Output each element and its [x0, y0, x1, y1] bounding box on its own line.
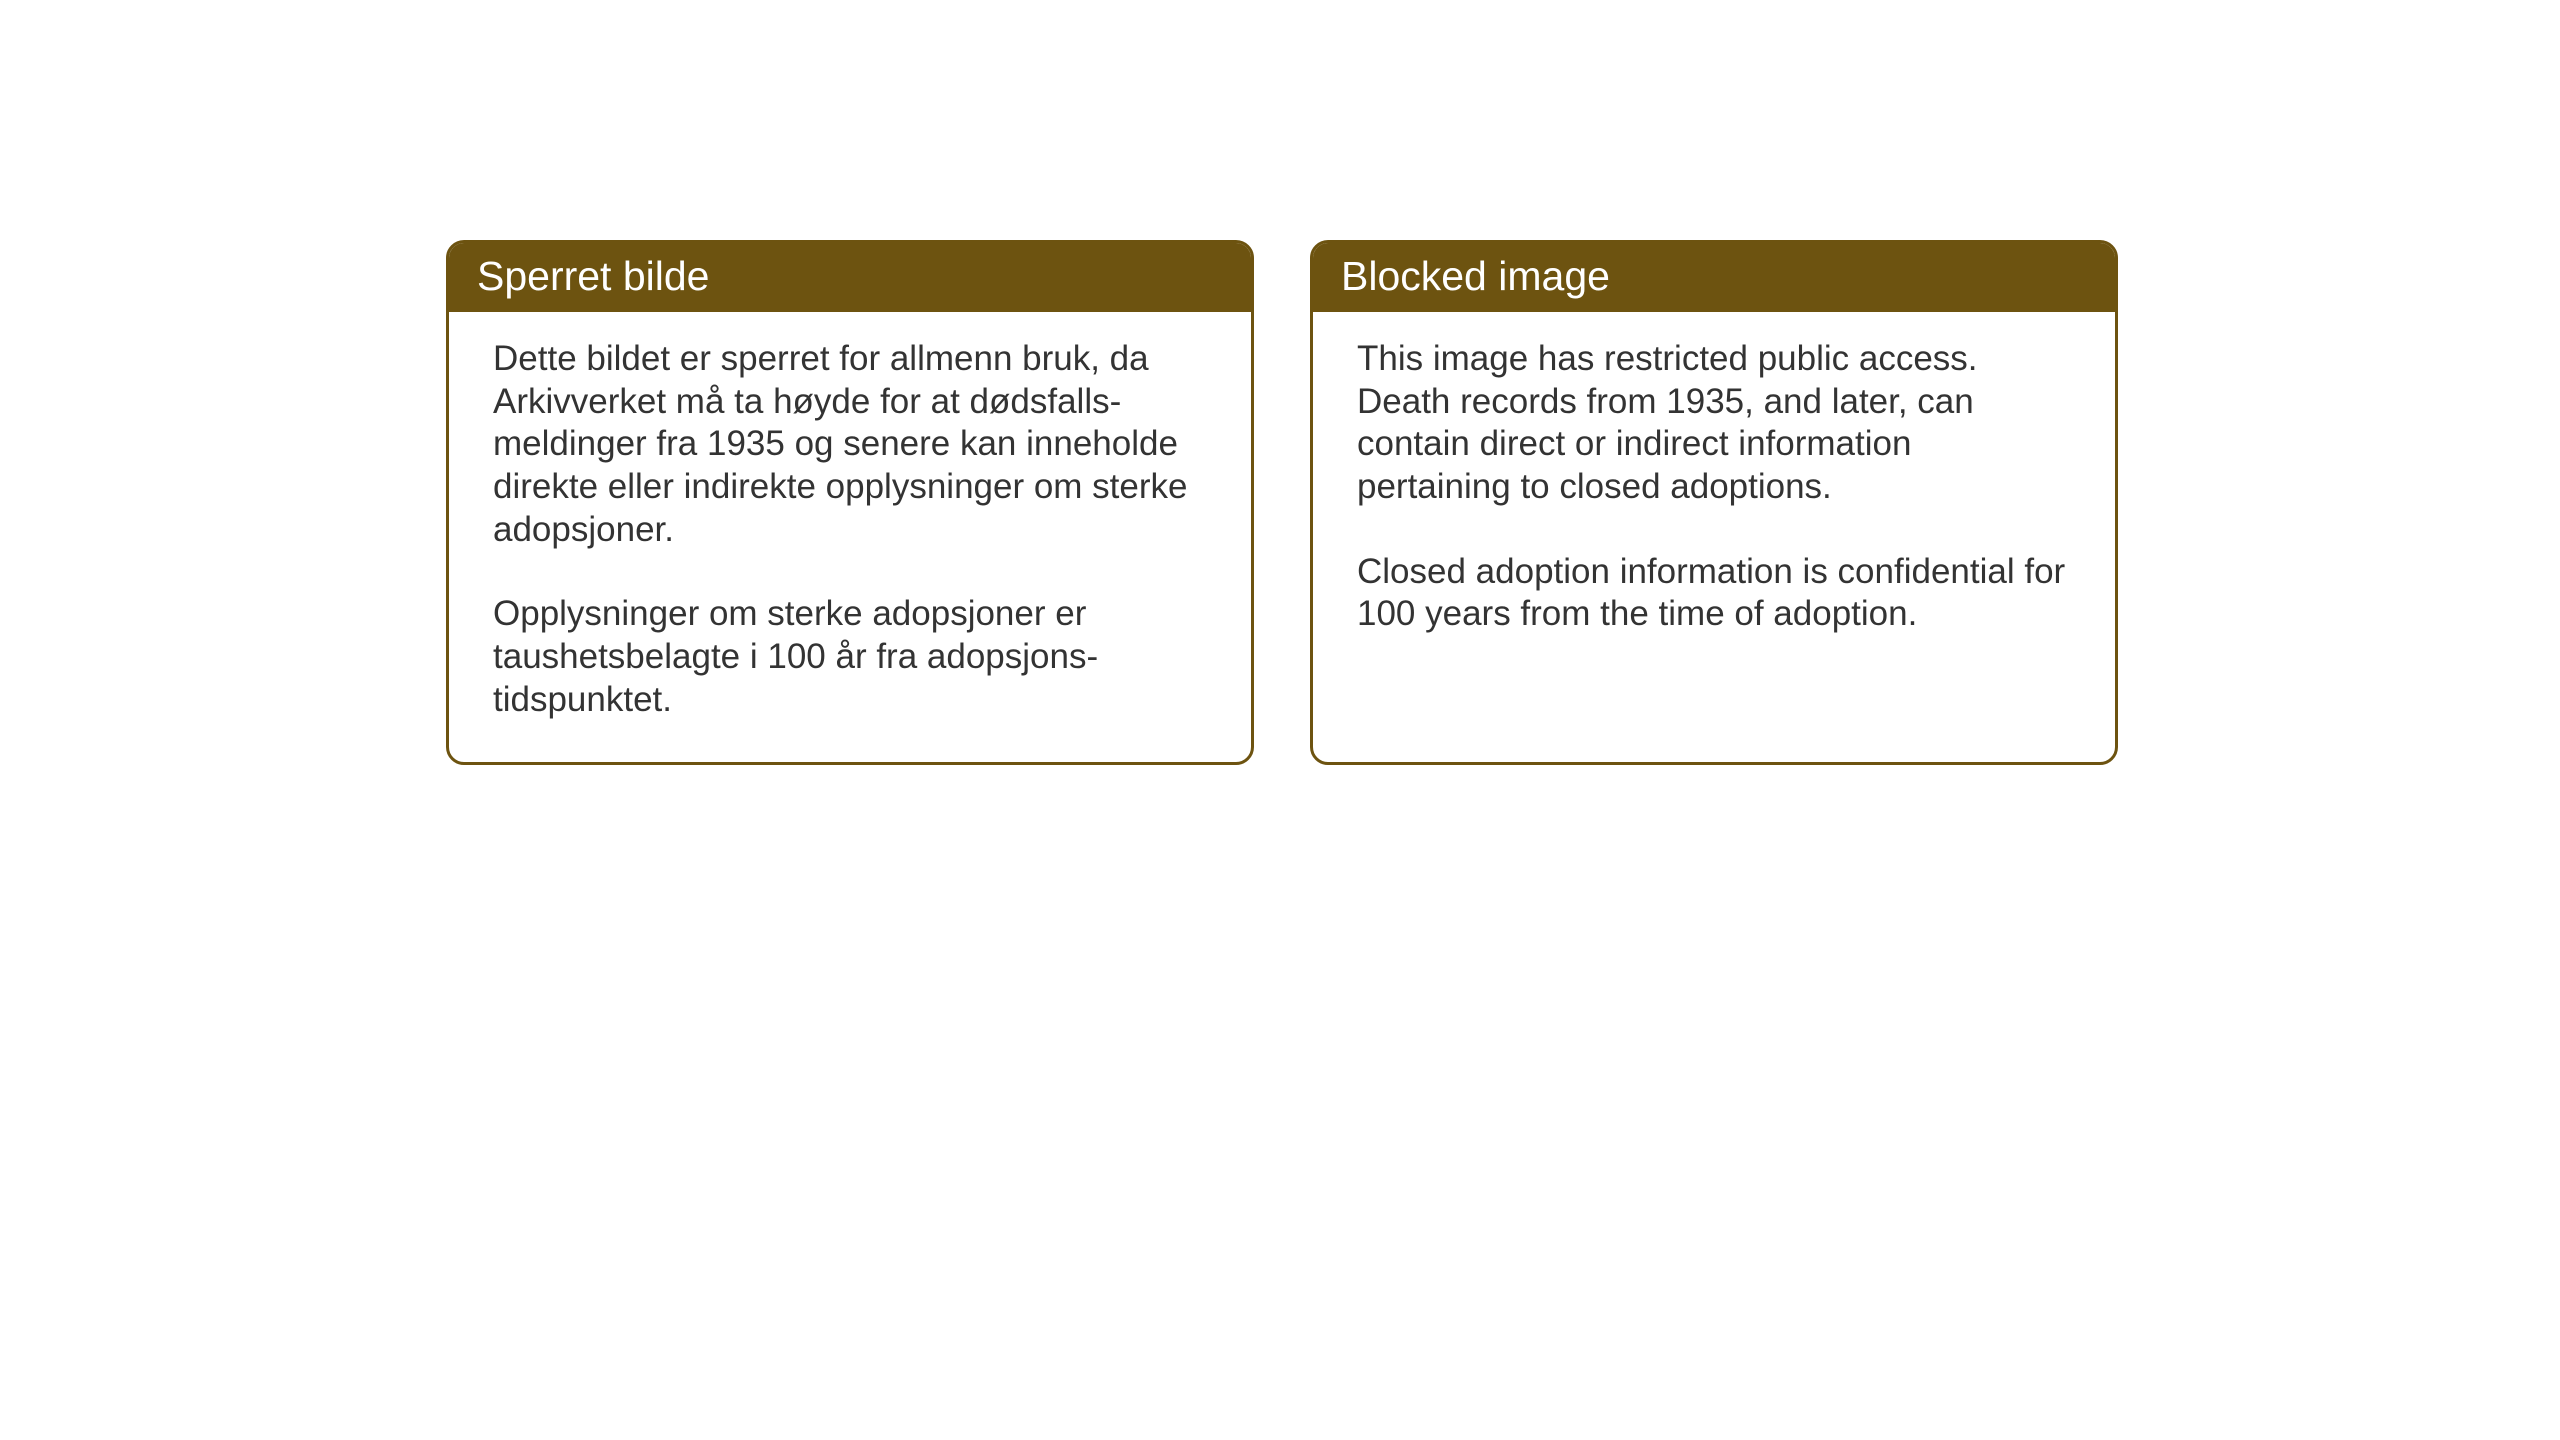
card-paragraph: Dette bildet er sperret for allmenn bruk… [493, 338, 1207, 551]
card-paragraph: This image has restricted public access.… [1357, 338, 2071, 509]
card-paragraph: Opplysninger om sterke adopsjoner er tau… [493, 593, 1207, 721]
card-title: Sperret bilde [477, 253, 709, 299]
card-paragraph: Closed adoption information is confident… [1357, 551, 2071, 636]
card-title: Blocked image [1341, 253, 1610, 299]
card-header-english: Blocked image [1313, 243, 2115, 312]
card-body-english: This image has restricted public access.… [1313, 312, 2115, 676]
card-norwegian: Sperret bilde Dette bildet er sperret fo… [446, 240, 1254, 765]
card-header-norwegian: Sperret bilde [449, 243, 1251, 312]
cards-container: Sperret bilde Dette bildet er sperret fo… [446, 240, 2118, 765]
card-body-norwegian: Dette bildet er sperret for allmenn bruk… [449, 312, 1251, 762]
card-english: Blocked image This image has restricted … [1310, 240, 2118, 765]
